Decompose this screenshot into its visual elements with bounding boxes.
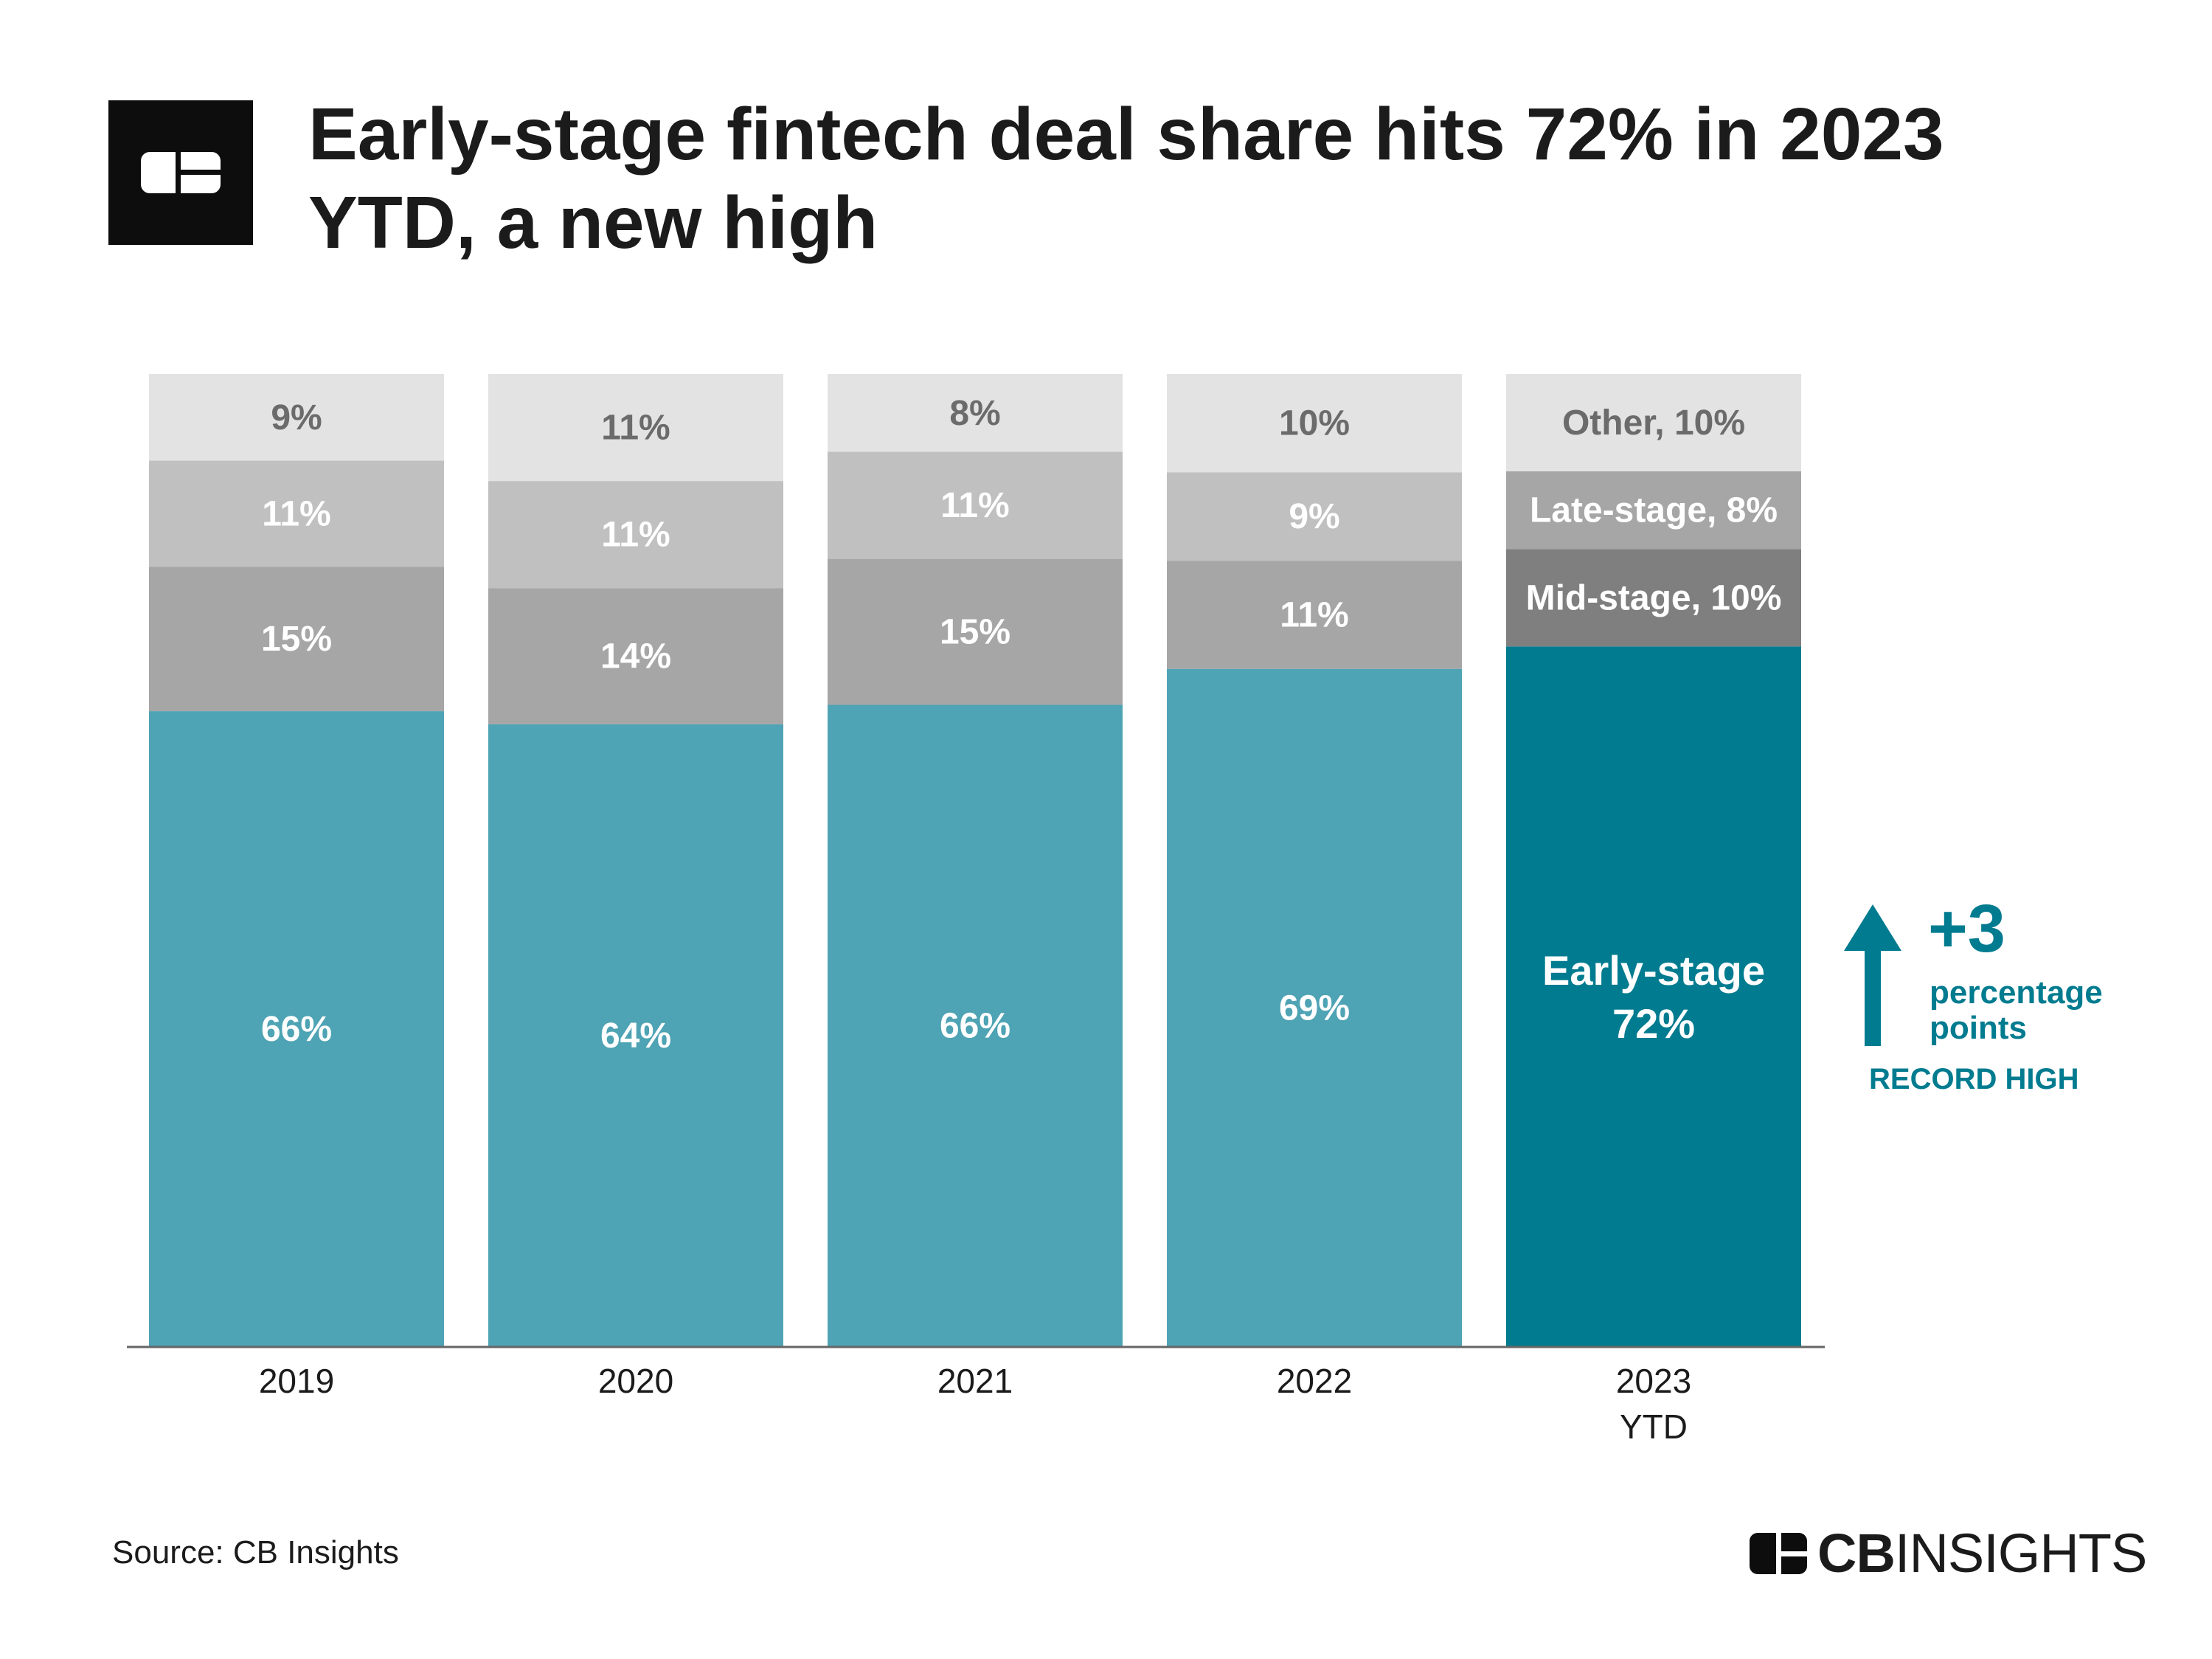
bar-label-other-2: 8% [949,393,1000,432]
bar-label-early-stage-1: 64% [600,1016,671,1055]
bar-segment-late-stage-2 [828,451,1123,559]
x-tick-label-1: 2020 [598,1362,673,1400]
source-note: Source: CB Insights [112,1534,399,1570]
bar-segment-mid-stage-0 [149,567,444,712]
annotation-note: RECORD HIGH [1869,1063,2078,1095]
bar-label-early-stage-2: 66% [940,1006,1010,1045]
bar-segment-other-3 [1167,374,1462,473]
bar-label-late-stage-2: 11% [940,486,1009,525]
brand-wordmark-bold: CB [1817,1523,1896,1584]
cb-insights-logo-icon [1750,1531,1807,1576]
x-tick-label-0: 2019 [259,1362,334,1400]
bar-label-mid-stage-2: 15% [940,612,1010,651]
x-tick-label-3: 2022 [1277,1362,1352,1400]
bar-segment-late-stage-1 [488,481,783,589]
brand-wordmark-rest: INSIGHTS [1894,1523,2147,1584]
bar-segment-early-stage-3 [1167,668,1462,1347]
annotation-unit-line-1: points [1930,1010,2027,1046]
bar-segment-other-4 [1506,374,1801,471]
bar-segment-other-0 [149,374,444,461]
bar-segment-early-stage-1 [488,724,783,1347]
bar-label-late-stage-0: 11% [262,494,330,533]
bar-segment-other-2 [828,374,1123,452]
bar-segment-early-stage-2 [828,704,1123,1347]
bar-label-late-stage-1: 11% [601,515,670,554]
bar-label-early-stage-3: 69% [1279,988,1350,1028]
bar-label-mid-stage-0: 15% [261,620,332,659]
bar-segment-mid-stage-1 [488,588,783,724]
bar-label-other-4: Other, 10% [1562,403,1745,442]
bar-label-mid-stage-4: Mid-stage, 10% [1526,578,1782,617]
bar-segment-late-stage-0 [149,460,444,567]
bar-label-other-0: 9% [271,398,322,437]
bar-label-late-stage-4: Late-stage, 8% [1530,491,1778,530]
bar-segment-mid-stage-3 [1167,561,1462,669]
bar-label-late-stage-3: 9% [1289,497,1339,536]
bar-label-mid-stage-3: 11% [1280,595,1348,634]
annotation-value: +3 [1928,891,2005,966]
bar-segment-mid-stage-2 [828,558,1123,705]
bar-segment-late-stage-4 [1506,471,1801,550]
bar-label-mid-stage-1: 14% [600,637,671,676]
bar-segment-mid-stage-4 [1506,549,1801,647]
bar-label-early-stage-0: 66% [261,1010,332,1049]
brand-wordmark: CBINSIGHTS [1817,1523,2147,1584]
x-tick-label-4: 2023 YTD [1616,1362,1691,1446]
annotation-unit-line-0: percentage [1930,974,2103,1011]
x-tick-label-2: 2021 [937,1362,1013,1400]
bar-segment-other-1 [488,374,783,482]
arrow-up-icon [1844,904,1901,1046]
chart-title: Early-stage fintech deal share hits 72% … [308,93,1944,264]
bar-segment-late-stage-3 [1167,472,1462,561]
cb-insights-brand: CBINSIGHTS [1750,1523,2147,1584]
bar-label-other-3: 10% [1279,404,1350,443]
bar-segment-early-stage-0 [149,711,444,1347]
bar-label-other-1: 11% [601,408,670,447]
bar-label-early-stage-4: Early-stage 72% [1542,947,1765,1047]
bar-segment-early-stage-4 [1506,646,1801,1347]
cb-insights-logo-icon [108,100,253,245]
